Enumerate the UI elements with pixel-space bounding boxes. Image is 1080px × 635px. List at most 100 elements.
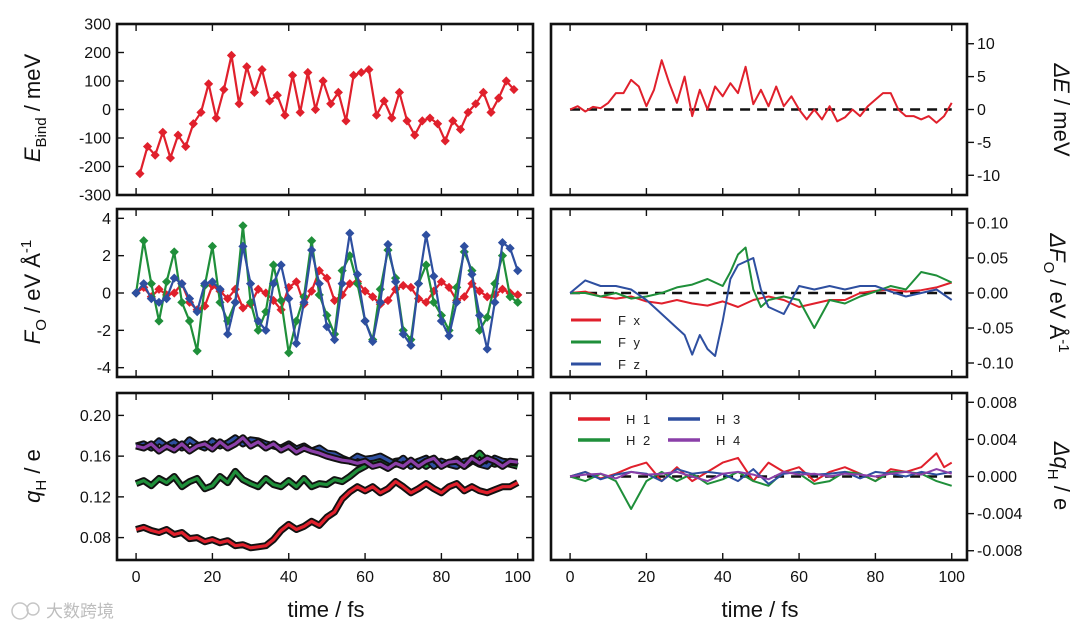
point-fx-p3-26 [329, 295, 340, 306]
point-fz-p3-50 [513, 266, 523, 276]
point-fx-p3-31 [368, 292, 378, 302]
xtick-label-p5-1: 20 [204, 569, 222, 586]
point-fx-p3-38 [421, 297, 431, 307]
watermark: 大数跨境 [11, 602, 114, 621]
point-e-bind-p1-8 [196, 107, 206, 117]
point-e-bind-p1-48 [501, 76, 511, 86]
point-e-bind-p1-6 [181, 141, 191, 152]
point-fz-p3-20 [284, 294, 294, 304]
point-e-bind-p1-4 [165, 153, 176, 163]
point-fz-p3-12 [223, 329, 233, 339]
point-fz-p3-5 [169, 273, 179, 283]
point-fz-p3-36 [406, 340, 416, 350]
series-line-fy-p3 [135, 224, 519, 354]
point-fy-p3-28 [345, 251, 355, 261]
point-fz-p3-24 [314, 279, 324, 289]
ytick-label-p2-0: -10 [977, 168, 1000, 185]
legend-label-p6-2: H 3 [716, 412, 742, 427]
watermark-logo-icon [11, 602, 29, 620]
point-e-bind-p1-46 [486, 107, 496, 117]
point-e-bind-p1-41 [448, 116, 458, 126]
panel-p1: -300 -200 -100 0 100 200 300 [79, 17, 535, 205]
point-e-bind-p1-39 [432, 119, 443, 129]
ytick-label-p3-1: -2 [97, 323, 111, 340]
point-e-bind-p1-40 [440, 136, 450, 146]
panel-p3: -4 -2 0 2 4 [97, 207, 535, 379]
point-e-bind-p1-30 [364, 65, 374, 75]
legend-label-p6-3: H 4 [716, 433, 742, 448]
point-fy-p3-45 [474, 325, 485, 335]
point-e-bind-p1-21 [295, 107, 305, 117]
point-e-bind-p1-1 [142, 141, 153, 152]
point-fz-p3-43 [459, 241, 469, 251]
point-fy-p3-23 [307, 236, 317, 246]
point-fx-p3-41 [444, 282, 454, 292]
point-e-bind-p1-31 [371, 110, 382, 120]
point-e-bind-p1-28 [349, 70, 359, 80]
point-fy-p3-2 [146, 279, 156, 289]
point-fy-p3-42 [452, 282, 462, 292]
point-fz-p3-4 [162, 294, 172, 304]
ytick-label-p2-1: -5 [977, 135, 991, 152]
point-fy-p3-38 [421, 260, 431, 270]
point-e-bind-p1-37 [417, 116, 427, 126]
point-fx-p3-12 [223, 294, 233, 304]
point-fz-p3-33 [383, 239, 393, 250]
point-e-bind-p1-35 [402, 116, 412, 126]
point-fx-p3-14 [238, 303, 248, 313]
point-fz-p3-23 [307, 245, 317, 255]
ytick-label-p5-2: 0.16 [80, 449, 111, 466]
point-fz-p3-9 [200, 279, 210, 289]
point-fz-p3-37 [413, 279, 424, 289]
point-e-bind-p1-44 [471, 99, 481, 109]
point-fx-p3-3 [154, 284, 164, 294]
point-fy-p3-8 [192, 346, 202, 356]
panel-p4: -0.10 -0.05 0.00 0.05 0.10 F x F y F z [549, 207, 1014, 379]
point-fz-p3-10 [207, 277, 218, 287]
ylabel-qh: qH / e [20, 449, 50, 503]
point-fy-p3-21 [291, 316, 301, 326]
point-fz-p3-3 [154, 297, 164, 307]
point-fx-p3-21 [291, 277, 301, 287]
point-e-bind-p1-42 [455, 124, 466, 135]
frame-p6 [549, 391, 969, 562]
data-p4 [569, 246, 953, 357]
point-fx-p3-39 [429, 286, 439, 296]
series-line-e-bind-p1 [138, 54, 515, 174]
frame-p5 [115, 391, 535, 562]
panel-p2: -10 -5 0 5 10 [549, 22, 1000, 197]
point-e-bind-p1-11 [219, 84, 229, 95]
point-e-bind-p1-2 [150, 150, 160, 160]
xlabel-right: time / fs [721, 597, 798, 622]
ytick-label-p6-3: 0.004 [977, 432, 1017, 449]
point-e-bind-p1-33 [387, 113, 397, 123]
ytick-label-p2-2: 0 [977, 102, 986, 119]
point-e-bind-p1-15 [249, 87, 259, 97]
legend-label-p4-1: F y [618, 335, 642, 350]
xtick-label-p5-5: 100 [504, 569, 531, 586]
point-fz-p3-29 [352, 269, 363, 279]
ylabel-fo: FO / eV Å-1 [18, 240, 50, 345]
point-e-bind-p1-17 [265, 96, 275, 106]
point-fz-p3-38 [421, 230, 431, 240]
ylabel-delta-fo: ΔFO / eV Å-1 [1040, 232, 1072, 352]
point-e-bind-p1-5 [173, 130, 183, 140]
legend-label-p4-0: F x [618, 313, 642, 328]
point-fy-p3-1 [139, 236, 149, 246]
point-fx-p3-43 [459, 292, 469, 302]
point-fy-p3-50 [513, 297, 523, 307]
xtick-label-p6-2: 40 [714, 569, 732, 586]
point-fz-p3-14 [238, 241, 248, 251]
ylabel-delta-e: ΔE / meV [1049, 62, 1074, 156]
ytick-label-p6-2: 0.000 [977, 469, 1017, 486]
point-fz-p3-42 [452, 297, 462, 307]
point-fz-p3-19 [276, 260, 286, 270]
ytick-label-p4-0: -0.10 [977, 356, 1014, 373]
ylabel-delta-qh: ΔqH / e [1044, 441, 1074, 510]
xtick-label-p5-2: 40 [280, 569, 298, 586]
point-e-bind-p1-16 [257, 65, 267, 75]
point-fz-p3-28 [345, 228, 355, 238]
point-fy-p3-47 [490, 279, 500, 289]
panel-p5: 0.08 0.12 0.16 0.20 0 20 40 60 80 100 [80, 391, 535, 586]
panel-p6: -0.008 -0.004 0.000 0.004 0.008 0 20 40 60 80 100 H… [549, 391, 1022, 586]
